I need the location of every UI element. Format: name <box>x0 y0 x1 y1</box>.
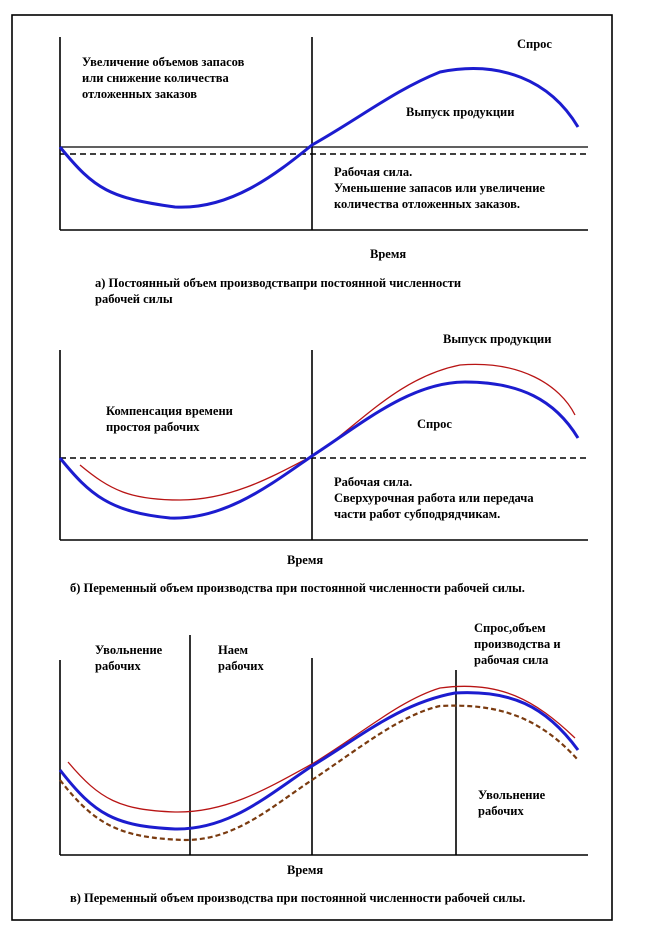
panel-b-demand-label: Спрос <box>417 417 452 431</box>
panel-c-workforce-curve <box>59 704 579 842</box>
panel-a-caption: а) Постоянный объем производствапри пост… <box>95 276 462 306</box>
panel-b-time-axis-label: Время <box>287 553 324 567</box>
panel-a-workforce-label: Рабочая сила. Уменьшение запасов или уве… <box>334 165 545 211</box>
panel-c-layoff-left-label: Увольнение рабочих <box>95 643 163 673</box>
panel-c-time-axis-label: Время <box>287 863 324 877</box>
panel-c-layoff-right-label: Увольнение рабочих <box>478 788 546 818</box>
panel-a <box>58 37 588 231</box>
panel-b-output-label: Выпуск продукции <box>443 332 552 346</box>
panel-b <box>58 350 588 541</box>
panel-a-output-label: Выпуск продукции <box>406 105 515 119</box>
panel-a-time-axis-label: Время <box>370 247 407 261</box>
panel-c-output-curve <box>67 685 576 813</box>
panel-b-caption: б) Переменный объем производства при пос… <box>70 581 525 595</box>
panel-b-compensation-label: Компенсация времени простоя рабочих <box>106 404 233 434</box>
panel-a-increase-label: Увеличение объемов запасов или снижение … <box>82 55 245 101</box>
panel-c-hire-label: Наем рабочих <box>218 643 264 673</box>
panel-b-workforce-label: Рабочая сила. Сверхурочная работа или пе… <box>334 475 534 521</box>
outer-border <box>11 14 613 921</box>
panel-c-caption: в) Переменный объем производства при пос… <box>70 891 526 905</box>
panel-c <box>58 635 588 856</box>
panel-a-demand-curve <box>58 67 580 209</box>
panel-a-demand-label: Спрос <box>517 37 552 51</box>
panel-c-demand-curve <box>58 691 580 831</box>
panel-b-demand-curve <box>58 380 580 520</box>
panel-c-combined-label: Спрос,объем производства и рабочая сила <box>474 621 561 667</box>
